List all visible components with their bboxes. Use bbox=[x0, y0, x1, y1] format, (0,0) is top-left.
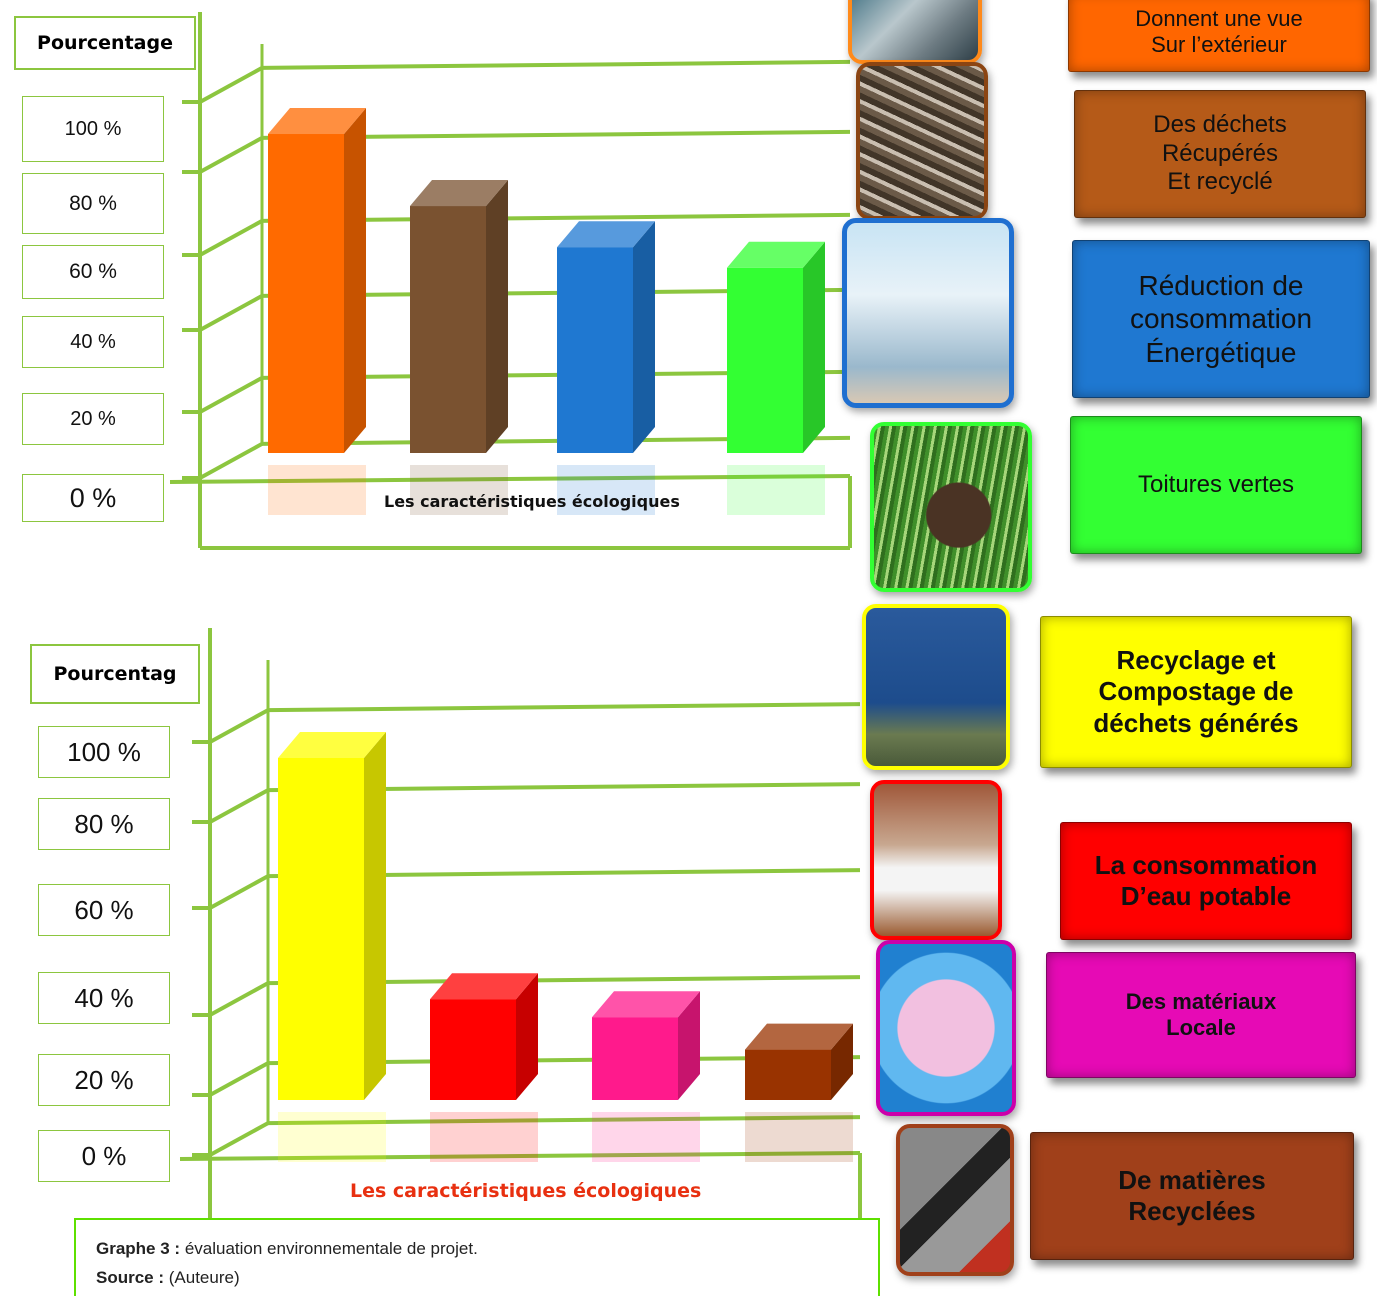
chart2-grid-diag-3 bbox=[209, 874, 269, 910]
chart2-baseline bbox=[179, 1151, 861, 1161]
chart1-bar-side-0 bbox=[344, 108, 366, 453]
chart2-ytick-80: 80 % bbox=[38, 798, 170, 850]
asphalt-photo bbox=[896, 1124, 1014, 1276]
chart1-bar-top-0 bbox=[268, 108, 366, 135]
chart1-bar-top-1 bbox=[410, 180, 508, 207]
legend-materiaux-locale: Des matériaux Locale bbox=[1046, 952, 1356, 1078]
chart1-bar-3 bbox=[727, 267, 803, 453]
chart2-bar-reflection-0 bbox=[278, 1112, 386, 1162]
chart2-bar-3 bbox=[745, 1049, 831, 1100]
chart2-gridline-5 bbox=[267, 702, 861, 713]
chart2-bar-top-1 bbox=[430, 973, 538, 1000]
chart1-bar-reflection-1 bbox=[410, 465, 508, 515]
chart2-xlabel: Les caractéristiques écologiques bbox=[350, 1180, 702, 1202]
chart2-bar-reflection-1 bbox=[430, 1112, 538, 1162]
caption-graph-line: Graphe 3 : évaluation environnementale d… bbox=[96, 1239, 478, 1258]
chart1-bar-top-3 bbox=[727, 241, 825, 268]
chart2-ylabel: Pourcentag bbox=[30, 644, 200, 704]
chart1-bar-top-2 bbox=[557, 221, 655, 248]
chart2-bar-side-1 bbox=[516, 973, 538, 1100]
chart2-ytick-40: 40 % bbox=[38, 972, 170, 1024]
chart1-bar-reflection-2 bbox=[557, 465, 655, 515]
chart2-bar-side-2 bbox=[678, 991, 700, 1100]
chart2-bar-side-3 bbox=[831, 1023, 853, 1100]
chart2-ytick-100: 100 % bbox=[38, 726, 170, 778]
window-view-photo bbox=[848, 0, 982, 64]
chart1-bar-side-2 bbox=[633, 221, 655, 453]
chart2-bar-top-2 bbox=[592, 991, 700, 1018]
chart1-ytick-20: 20 % bbox=[22, 393, 164, 445]
chart1-ytick-100: 100 % bbox=[22, 96, 164, 162]
caption-source-line: Source : (Auteure) bbox=[96, 1268, 240, 1287]
legend-reduction-consommation: Réduction de consommation Énergétique bbox=[1072, 240, 1370, 398]
chart2-grid-diag-1 bbox=[209, 1061, 269, 1097]
chart1-grid-diag-0 bbox=[199, 442, 263, 480]
chart2-bar-1 bbox=[430, 999, 516, 1100]
figure-caption: Graphe 3 : évaluation environnementale d… bbox=[74, 1218, 880, 1296]
chart1-grid-diag-5 bbox=[199, 66, 263, 104]
washbasin-photo bbox=[870, 780, 1002, 940]
glass-building-photo bbox=[842, 218, 1014, 408]
chart1-bar-side-3 bbox=[803, 241, 825, 453]
chart1-ylabel: Pourcentage bbox=[14, 16, 196, 70]
chart2-bar-2 bbox=[592, 1017, 678, 1100]
chart1-baseline bbox=[169, 474, 851, 484]
chart1-ytick-60: 60 % bbox=[22, 245, 164, 299]
legend-dechets-recuperes: Des déchets Récupérés Et recyclé bbox=[1074, 90, 1366, 218]
chart2-grid-diag-5 bbox=[209, 708, 269, 744]
chart2-ytick-60: 60 % bbox=[38, 884, 170, 936]
chart1-bar-side-1 bbox=[486, 180, 508, 454]
chart2-bar-top-0 bbox=[278, 732, 386, 758]
chart1-ytick-80: 80 % bbox=[22, 173, 164, 234]
chart2-bar-reflection-2 bbox=[592, 1112, 700, 1162]
chart1-grid-diag-1 bbox=[199, 376, 263, 414]
pink-map-photo bbox=[876, 940, 1016, 1116]
chart2-bar-top-3 bbox=[745, 1023, 853, 1050]
chart2-grid-diag-4 bbox=[209, 788, 269, 824]
chart1-bar-2 bbox=[557, 247, 633, 453]
legend-donnent-une-vue: Donnent une vue Sur l’extérieur bbox=[1068, 0, 1370, 72]
chart2-bar-reflection-3 bbox=[745, 1112, 853, 1162]
chart1-ytick-40: 40 % bbox=[22, 316, 164, 368]
chart1-bar-reflection-3 bbox=[727, 465, 825, 515]
legend-matieres-recyclees: De matières Recyclées bbox=[1030, 1132, 1354, 1260]
chart2-bar-side-0 bbox=[364, 732, 386, 1100]
legend-consommation-eau: La consommation D’eau potable bbox=[1060, 822, 1352, 940]
chart2-grid-diag-2 bbox=[209, 981, 269, 1017]
chart1-grid-diag-4 bbox=[199, 136, 263, 174]
chart1-bar-reflection-0 bbox=[268, 465, 366, 515]
legend-recyclage-compostage: Recyclage et Compostage de déchets génér… bbox=[1040, 616, 1352, 768]
chart1-bar-1 bbox=[410, 206, 486, 453]
chart1-grid-diag-3 bbox=[199, 219, 263, 257]
chart1-grid-diag-2 bbox=[199, 294, 263, 332]
chart2-grid-diag-0 bbox=[209, 1121, 269, 1157]
chart1-xlabel: Les caractéristiques écologiques bbox=[384, 492, 680, 511]
chart2-ytick-0: 0 % bbox=[38, 1130, 170, 1182]
blue-container-photo bbox=[862, 604, 1010, 770]
chart1-gridline-5 bbox=[261, 59, 851, 70]
legend-toitures-vertes: Toitures vertes bbox=[1070, 416, 1362, 554]
chart1-bar-0 bbox=[268, 134, 344, 453]
chart2-ytick-20: 20 % bbox=[38, 1054, 170, 1106]
wood-debris-photo bbox=[856, 62, 988, 220]
chart2-bar-0 bbox=[278, 758, 364, 1100]
chart1-ytick-0: 0 % bbox=[22, 474, 164, 522]
chart2-gridline-0 bbox=[267, 1115, 861, 1126]
grass-soil-photo bbox=[870, 422, 1032, 592]
